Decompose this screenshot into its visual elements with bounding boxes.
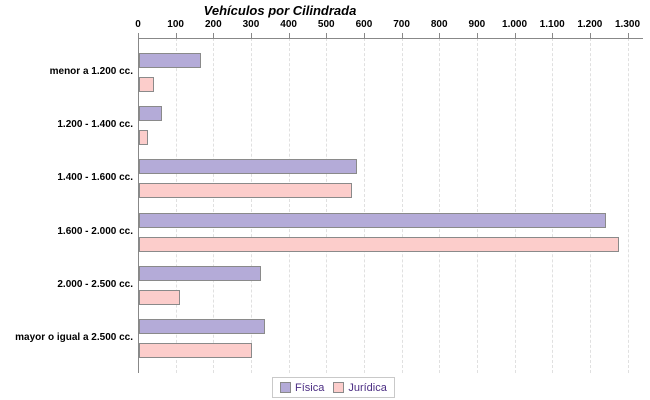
gridline	[213, 38, 215, 373]
x-tick-mark	[175, 33, 177, 38]
category-label: menor a 1.200 cc.	[49, 65, 133, 77]
x-tick-label: 100	[167, 19, 184, 30]
x-tick-mark	[439, 33, 441, 38]
category-label: 1.600 - 2.000 cc.	[57, 225, 133, 237]
x-tick-label: 0	[135, 19, 141, 30]
gridline	[401, 38, 403, 373]
gridline	[288, 38, 290, 373]
gridline	[589, 38, 591, 373]
gridline	[326, 38, 328, 373]
legend: Física Jurídica	[272, 377, 395, 398]
bar-juridica	[139, 130, 149, 146]
gridline	[363, 38, 365, 373]
gridline	[476, 38, 478, 373]
legend-label-juridica: Jurídica	[348, 381, 387, 394]
bar-juridica	[139, 236, 620, 252]
gridline	[552, 38, 554, 373]
x-tick-label: 700	[393, 19, 410, 30]
x-tick-mark	[326, 33, 328, 38]
gridline	[514, 38, 516, 373]
x-tick-label: 500	[317, 19, 335, 30]
juridica-swatch-icon	[333, 382, 345, 393]
x-tick-label: 1.200	[577, 19, 603, 30]
x-tick-label: 1.000	[502, 19, 528, 30]
x-tick-label: 1.300	[614, 19, 641, 30]
bar-juridica	[139, 183, 352, 199]
x-tick-mark	[138, 33, 139, 38]
category-label: 1.400 - 1.600 cc.	[57, 172, 133, 184]
x-tick-mark	[476, 33, 478, 38]
x-tick-mark	[589, 33, 591, 38]
fisica-swatch-icon	[280, 382, 291, 393]
gridline	[439, 38, 441, 373]
gridline	[250, 38, 252, 373]
y-axis-line	[138, 38, 139, 373]
category-label: 1.200 - 1.400 cc.	[57, 119, 133, 131]
x-tick-label: 200	[204, 19, 222, 30]
x-tick-mark	[514, 33, 516, 38]
x-tick-mark	[213, 33, 215, 38]
bar-fisica	[139, 52, 202, 68]
legend-item-juridica: Jurídica	[333, 382, 387, 394]
category-label: mayor o igual a 2.500 cc.	[15, 332, 133, 344]
x-tick-label: 400	[280, 19, 297, 30]
x-tick-label: 900	[468, 19, 486, 30]
bar-fisica	[139, 159, 358, 175]
legend-item-fisica: Física	[280, 382, 324, 394]
bar-juridica	[139, 343, 252, 359]
x-tick-label: 600	[355, 19, 373, 30]
x-tick-mark	[288, 33, 290, 38]
x-tick-mark	[363, 33, 365, 38]
x-tick-label: 1.100	[539, 19, 565, 30]
bar-juridica	[139, 290, 181, 306]
bar-juridica	[139, 76, 155, 92]
bar-fisica	[139, 319, 266, 335]
x-tick-label: 300	[242, 19, 260, 30]
x-tick-mark	[401, 33, 403, 38]
bar-fisica	[139, 266, 262, 282]
x-tick-mark	[627, 33, 629, 38]
category-label: 2.000 - 2.500 cc.	[57, 279, 133, 291]
bar-fisica	[139, 106, 162, 122]
x-tick-label: 800	[430, 19, 448, 30]
x-tick-mark	[250, 33, 252, 38]
gridline	[627, 38, 629, 373]
x-axis-line	[138, 38, 643, 39]
x-tick-mark	[552, 33, 554, 38]
chart-title: Vehículos por Cilindrada	[203, 3, 357, 18]
legend-label-fisica: Física	[295, 381, 325, 394]
bar-fisica	[139, 212, 606, 228]
gridline	[175, 38, 177, 373]
